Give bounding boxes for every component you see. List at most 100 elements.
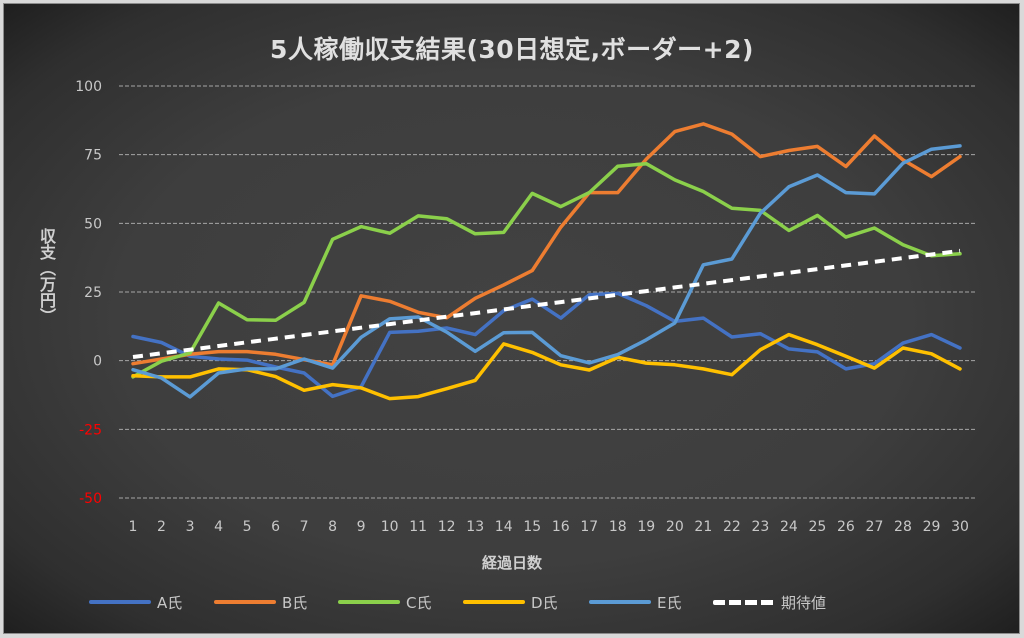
data-point [816, 173, 819, 176]
data-point [502, 283, 505, 286]
x-tick-label: 8 [328, 519, 337, 535]
data-point [816, 214, 819, 217]
data-point [730, 133, 733, 136]
data-point [217, 358, 220, 361]
data-point [873, 362, 876, 365]
legend-label: A氏 [157, 593, 183, 612]
data-point [759, 155, 762, 158]
data-point [645, 290, 648, 293]
data-point [160, 341, 163, 344]
data-point [417, 395, 420, 398]
data-point [730, 373, 733, 376]
data-point [331, 383, 334, 386]
x-tick-label: 23 [751, 519, 769, 535]
legend-swatch [338, 600, 400, 604]
data-point [702, 367, 705, 370]
x-tick-label: 27 [866, 519, 884, 535]
x-tick-label: 4 [214, 519, 223, 535]
data-point [759, 212, 762, 215]
data-point [417, 214, 420, 217]
data-point [787, 271, 790, 274]
data-point [388, 232, 391, 235]
data-point [645, 162, 648, 165]
data-point [702, 263, 705, 266]
data-point [217, 345, 220, 348]
data-point [787, 333, 790, 336]
data-point [531, 331, 534, 334]
data-point [873, 260, 876, 263]
y-tick-label: 0 [93, 354, 102, 370]
y-tick-label: 75 [84, 148, 102, 164]
data-point [474, 379, 477, 382]
data-point [873, 192, 876, 195]
data-point [930, 148, 933, 151]
data-point [645, 304, 648, 307]
data-point [445, 217, 448, 220]
x-tick-label: 24 [780, 519, 798, 535]
data-point [388, 397, 391, 400]
data-point [331, 330, 334, 333]
x-tick-label: 19 [637, 519, 655, 535]
data-point [930, 253, 933, 256]
data-point [274, 375, 277, 378]
data-point [816, 350, 819, 353]
data-point [959, 347, 962, 350]
data-point [360, 294, 363, 297]
data-point [559, 205, 562, 208]
data-point [616, 191, 619, 194]
data-point [901, 342, 904, 345]
legend-swatch [589, 600, 651, 604]
data-point [246, 359, 249, 362]
data-point [930, 175, 933, 178]
data-point [873, 227, 876, 230]
data-point [901, 243, 904, 246]
data-point [559, 363, 562, 366]
data-point [616, 293, 619, 296]
data-point [474, 312, 477, 315]
data-point [246, 350, 249, 353]
data-point [217, 301, 220, 304]
x-axis-label: 経過日数 [481, 554, 542, 572]
data-point [531, 192, 534, 195]
data-point [160, 360, 163, 363]
data-point [474, 232, 477, 235]
data-point [445, 331, 448, 334]
data-point [588, 369, 591, 372]
legend-label: C氏 [406, 593, 432, 612]
x-tick-label: 2 [157, 519, 166, 535]
data-point [445, 387, 448, 390]
data-point [702, 282, 705, 285]
data-point [673, 363, 676, 366]
data-point [388, 331, 391, 334]
x-tick-label: 16 [552, 519, 570, 535]
legend-item: A氏 [89, 590, 182, 614]
gridlines [119, 85, 976, 499]
series-line-3 [131, 161, 962, 379]
data-point [959, 367, 962, 370]
data-point [303, 334, 306, 337]
y-tick-label: 25 [84, 285, 102, 301]
data-point [959, 249, 962, 252]
data-point [360, 386, 363, 389]
data-point [559, 301, 562, 304]
data-point [217, 367, 220, 370]
legend-label: B氏 [282, 593, 308, 612]
x-tick-label: 22 [723, 519, 741, 535]
data-point [673, 286, 676, 289]
data-point [844, 355, 847, 358]
data-point [303, 358, 306, 361]
data-point [360, 225, 363, 228]
data-point [730, 258, 733, 261]
y-tick-label: 100 [75, 79, 102, 95]
data-point [132, 356, 135, 359]
x-tick-label: 10 [381, 519, 399, 535]
data-point [816, 145, 819, 148]
data-point [759, 275, 762, 278]
data-point [474, 333, 477, 336]
data-point [844, 165, 847, 168]
data-point [930, 352, 933, 355]
data-point [274, 353, 277, 356]
data-point [959, 155, 962, 158]
data-point [331, 367, 334, 370]
data-point [303, 301, 306, 304]
